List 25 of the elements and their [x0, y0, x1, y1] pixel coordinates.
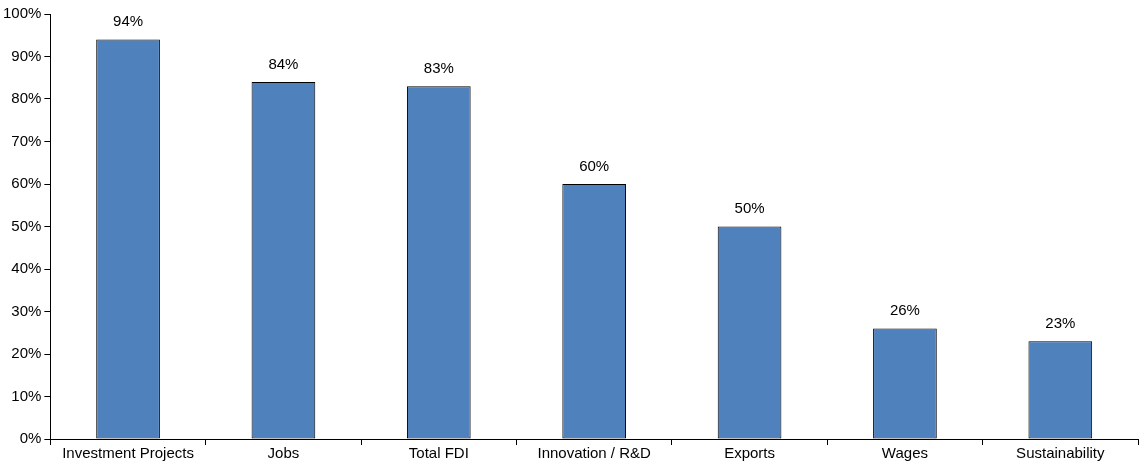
- y-tick-label: 50%: [11, 216, 42, 234]
- y-tick-label: 70%: [11, 131, 42, 149]
- data-label: 94%: [113, 12, 144, 30]
- data-label: 83%: [423, 58, 454, 76]
- data-label: 23%: [1045, 313, 1076, 331]
- x-tick-label: Exports: [724, 444, 775, 462]
- data-label: 50%: [734, 199, 765, 217]
- y-tick-label: 60%: [11, 174, 42, 192]
- y-tick-label: 30%: [11, 301, 42, 319]
- y-tick-label: 90%: [11, 46, 42, 64]
- x-tick-label: Jobs: [267, 444, 300, 462]
- data-label: 26%: [889, 301, 920, 319]
- y-tick-label: 10%: [11, 386, 42, 404]
- y-tick-label: 100%: [2, 4, 42, 22]
- x-tick-label: Investment Projects: [62, 444, 194, 462]
- x-tick-label: Wages: [881, 444, 929, 462]
- y-tick-label: 20%: [11, 344, 42, 362]
- y-tick-label: 40%: [11, 259, 42, 277]
- data-label: 60%: [579, 156, 610, 174]
- x-tick-label: Sustainability: [1016, 444, 1105, 462]
- y-tick-label: 80%: [11, 89, 42, 107]
- y-tick-label: 0%: [19, 429, 42, 447]
- data-label: 84%: [268, 54, 299, 72]
- x-tick-label: Total FDI: [408, 444, 469, 462]
- x-tick-label: Innovation / R&D: [537, 444, 652, 462]
